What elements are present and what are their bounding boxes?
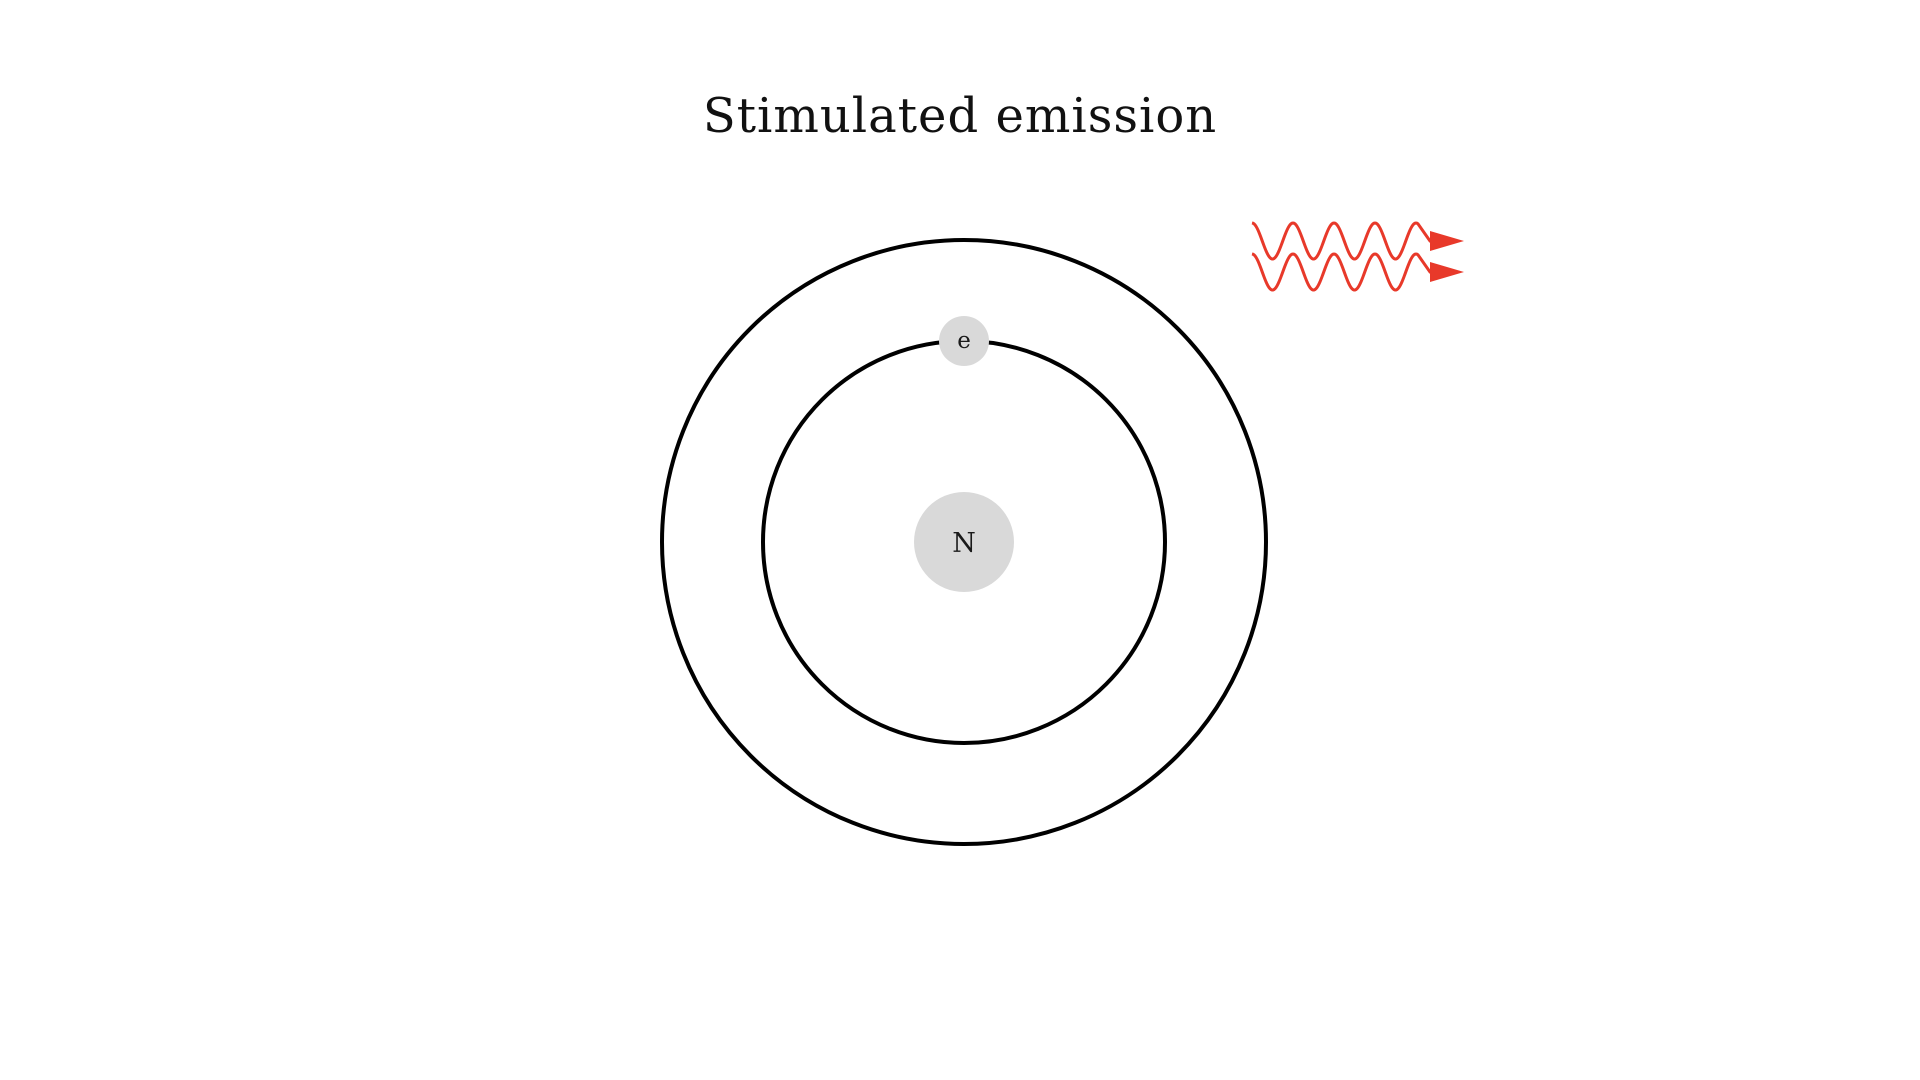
- nucleus-circle: [914, 492, 1014, 592]
- electron-circle: [939, 316, 989, 366]
- nucleus: N: [914, 492, 1014, 592]
- photon-arrowhead: [1430, 262, 1464, 282]
- emitted-photons: [1251, 221, 1464, 292]
- photon-wave: [1251, 221, 1434, 261]
- electron: e: [939, 316, 989, 366]
- nucleus-label: N: [952, 528, 976, 559]
- electron-label: e: [957, 328, 971, 354]
- outer-orbit: [660, 238, 1268, 846]
- diagram-title: Stimulated emission: [702, 88, 1218, 144]
- photon-wave: [1251, 252, 1434, 292]
- photon-arrowhead: [1430, 231, 1464, 251]
